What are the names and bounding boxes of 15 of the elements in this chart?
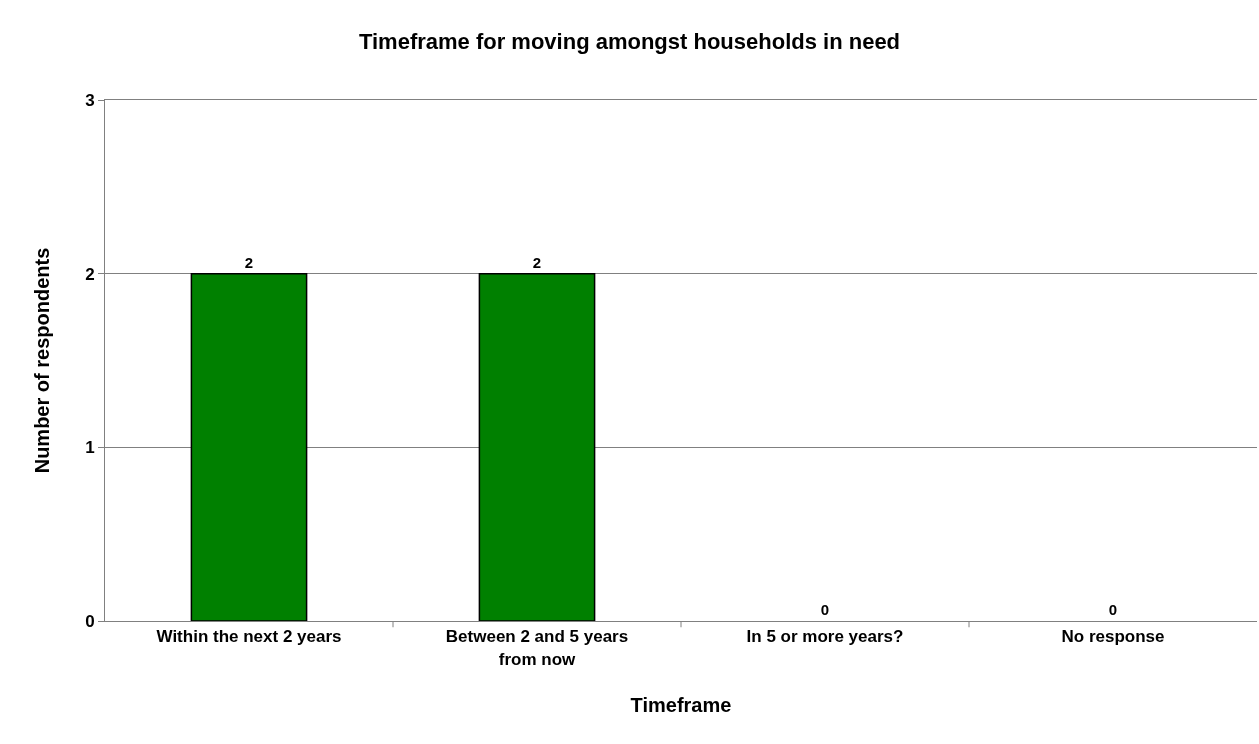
x-tick-label: Between 2 and 5 years from now [445, 627, 629, 669]
x-tick-label: No response [1061, 627, 1165, 647]
y-tick-label: 1 [85, 438, 95, 458]
data-label: 0 [1108, 601, 1118, 618]
x-axis-title: Timeframe [630, 694, 732, 716]
x-tick-label: Within the next 2 years [156, 627, 342, 647]
chart-title: Timeframe for moving amongst households in need [358, 28, 901, 54]
y-tick-label: 0 [85, 611, 95, 631]
y-tick-label: 2 [85, 264, 95, 284]
data-label: 0 [820, 601, 830, 618]
y-tick-label: 3 [85, 90, 95, 110]
x-tick-label: In 5 or more years? [746, 627, 904, 647]
y-axis-title: Number of respondents [30, 247, 53, 474]
data-label: 2 [244, 253, 254, 271]
data-label: 2 [532, 253, 542, 271]
